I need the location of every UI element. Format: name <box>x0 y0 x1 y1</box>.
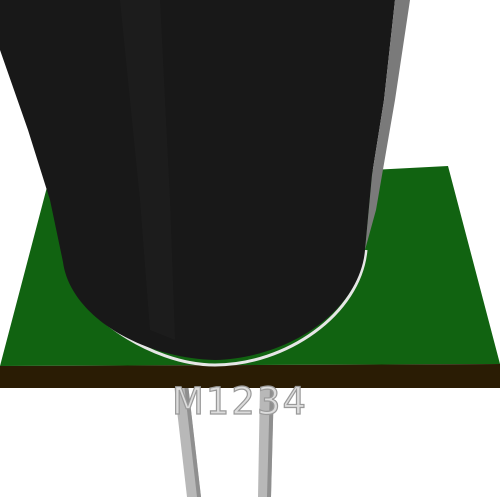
pin-left-shade <box>184 384 201 497</box>
component-shade <box>120 0 175 340</box>
component-pins <box>174 384 274 497</box>
component-body <box>0 0 410 360</box>
component-highlight-stripe <box>365 0 410 250</box>
component-cylinder <box>0 0 395 360</box>
pin-right-shade <box>267 384 274 497</box>
component-reference-label: M1234 <box>172 380 308 423</box>
board-front-edge <box>0 364 500 388</box>
